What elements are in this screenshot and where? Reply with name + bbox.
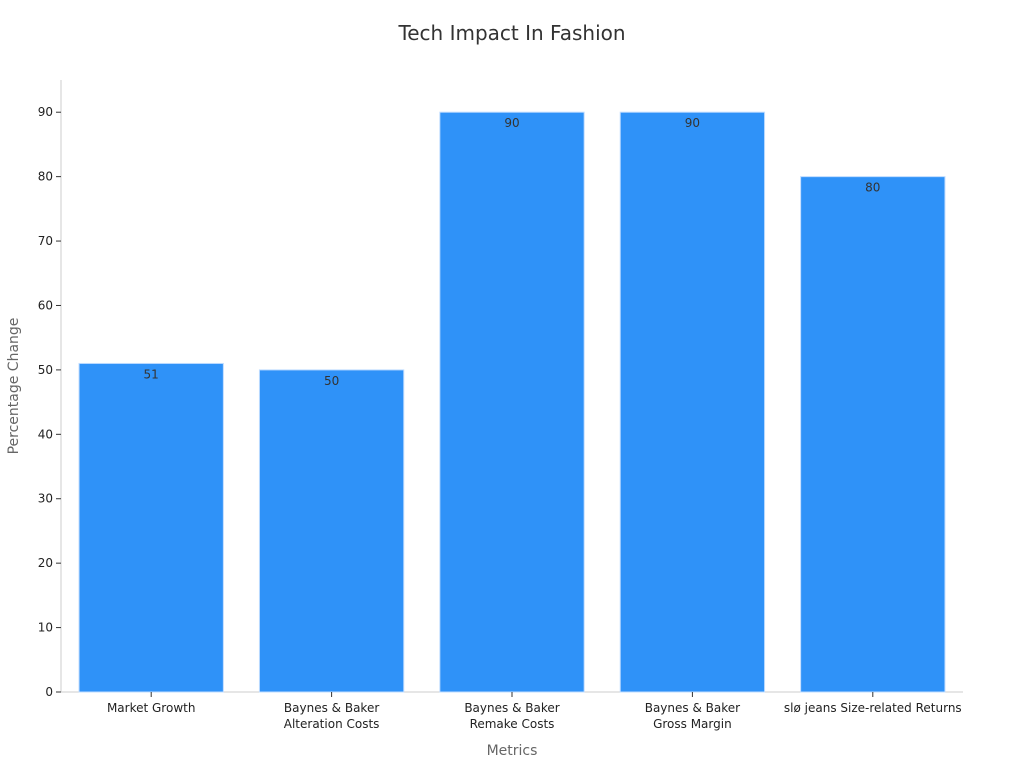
bar-data-label: 90 xyxy=(685,116,700,130)
x-tick-label: Market Growth xyxy=(107,701,196,715)
bar xyxy=(78,362,224,693)
y-tick-label: 70 xyxy=(38,234,53,248)
y-tick-label: 80 xyxy=(38,170,53,184)
x-tick-label: slø jeans Size-related Returns xyxy=(784,701,962,715)
x-axis-label: Metrics xyxy=(487,743,538,759)
y-tick-label: 40 xyxy=(38,427,53,441)
bar-data-label: 51 xyxy=(144,367,159,381)
plot-area: 0 10 20 30 40 50 60 70 80 90 51 Market Growth 50 Bayn… xyxy=(38,80,963,731)
bar xyxy=(258,369,405,693)
bar xyxy=(439,111,585,693)
x-tick-label: Baynes & Baker Alteration Costs xyxy=(284,701,380,731)
y-tick-label: 90 xyxy=(38,105,53,119)
y-tick-label: 20 xyxy=(38,556,53,570)
bar xyxy=(800,176,946,693)
bar-data-label: 90 xyxy=(504,116,519,130)
x-tick-label: Baynes & Baker Gross Margin xyxy=(645,701,740,731)
y-tick-label: 0 xyxy=(45,685,53,699)
y-axis-label: Percentage Change xyxy=(6,318,22,455)
y-tick-label: 60 xyxy=(38,298,53,312)
bar-data-label: 50 xyxy=(324,374,339,388)
y-tick-label: 50 xyxy=(38,363,53,377)
y-tick-label: 30 xyxy=(38,492,53,506)
bar-data-label: 80 xyxy=(865,181,880,195)
bar xyxy=(619,111,766,693)
chart-title: Tech Impact In Fashion xyxy=(397,21,625,45)
y-tick-label: 10 xyxy=(38,621,53,635)
x-tick-label: Baynes & Baker Remake Costs xyxy=(464,701,559,731)
